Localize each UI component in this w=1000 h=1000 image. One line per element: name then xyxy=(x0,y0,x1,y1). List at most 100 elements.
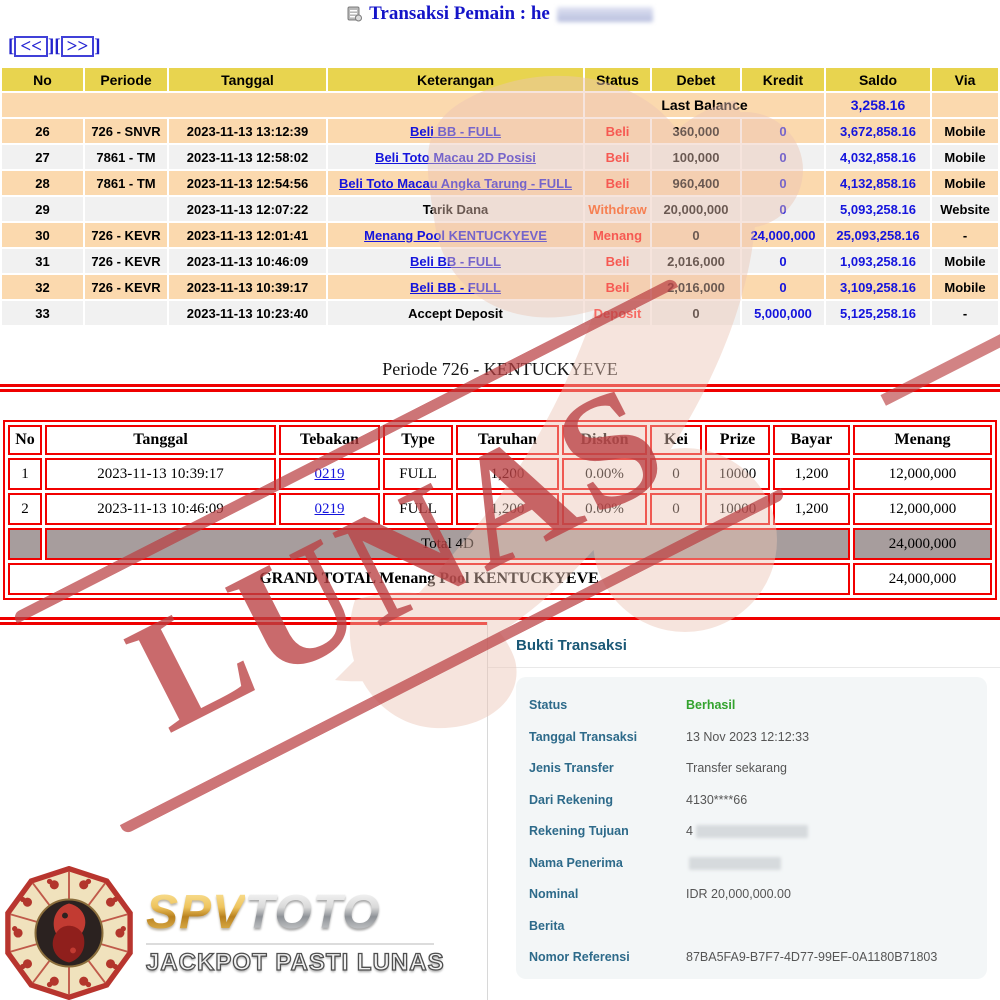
receipt-row: Berita xyxy=(529,919,987,951)
cell-tanggal: 2023-11-13 10:39:17 xyxy=(45,458,276,490)
receipt-row: Jenis Transfer Transfer sekarang xyxy=(529,761,987,793)
cell-no: 27 xyxy=(2,145,83,169)
cell-tanggal: 2023-11-13 10:46:09 xyxy=(45,493,276,525)
receipt-value xyxy=(686,856,781,870)
column-header: Saldo xyxy=(826,68,930,91)
cell-tanggal: 2023-11-13 12:54:56 xyxy=(169,171,326,195)
receipt-value: 87BA5FA9-B7F7-4D77-99EF-0A1180B71803 xyxy=(686,950,938,964)
brand-name-gold: SPV xyxy=(146,886,246,939)
cell-bayar: 1,200 xyxy=(773,493,850,525)
column-header: Taruhan xyxy=(456,425,559,455)
periode-heading: Periode 726 - KENTUCKYEVE xyxy=(382,359,618,379)
cell-keterangan: Menang Pool KENTUCKYEVE xyxy=(328,223,583,247)
bets-body: 1 2023-11-13 10:39:17 0219 FULL 1,200 0.00% 0 1… xyxy=(8,458,992,525)
cell-kredit: 0 xyxy=(742,275,824,299)
cell-saldo: 1,093,258.16 xyxy=(826,249,930,273)
cell-kredit: 0 xyxy=(742,119,824,143)
total-4d-spacer xyxy=(8,528,42,560)
cell-tanggal: 2023-11-13 10:23:40 xyxy=(169,301,326,325)
cell-kredit: 5,000,000 xyxy=(742,301,824,325)
receipt-value: Berhasil xyxy=(686,698,736,712)
cell-menang: 12,000,000 xyxy=(853,493,992,525)
cell-tanggal: 2023-11-13 12:07:22 xyxy=(169,197,326,221)
bet-row: 1 2023-11-13 10:39:17 0219 FULL 1,200 0.00% 0 1… xyxy=(8,458,992,490)
receipt-label: Rekening Tujuan xyxy=(529,824,629,838)
cell-kredit: 0 xyxy=(742,197,824,221)
tebakan-link[interactable]: 0219 xyxy=(314,465,345,482)
receipt-row: Nominal IDR 20,000,000.00 xyxy=(529,887,987,919)
cell-tanggal: 2023-11-13 10:39:17 xyxy=(169,275,326,299)
cell-via: Mobile xyxy=(932,119,998,143)
cell-keterangan: Beli BB - FULL xyxy=(328,275,583,299)
cell-periode xyxy=(85,197,167,221)
cell-periode: 726 - KEVR xyxy=(85,249,167,273)
column-header: Prize xyxy=(705,425,770,455)
total-4d-row: Total 4D 24,000,000 xyxy=(8,528,992,560)
cell-debet: 0 xyxy=(652,301,740,325)
page-title-text: Transaksi Pemain : he xyxy=(369,3,550,24)
keterangan-link[interactable]: Beli Toto Macau Angka Tarung - FULL xyxy=(338,175,573,191)
brand-name-silver: TOTO xyxy=(245,886,381,939)
cell-saldo: 3,672,858.16 xyxy=(826,119,930,143)
cell-keterangan: Tarik Dana xyxy=(328,197,583,221)
keterangan-link[interactable]: Beli BB - FULL xyxy=(410,123,501,139)
column-header: Periode xyxy=(85,68,167,91)
cell-saldo: 25,093,258.16 xyxy=(826,223,930,247)
cell-periode: 7861 - TM xyxy=(85,145,167,169)
keterangan-link[interactable]: Menang Pool KENTUCKYEVE xyxy=(364,227,547,243)
cell-kredit: 24,000,000 xyxy=(742,223,824,247)
last-balance-value: 3,258.16 xyxy=(826,93,930,117)
cell-diskon: 0.00% xyxy=(562,458,647,490)
redacted-player-name xyxy=(556,6,653,22)
cell-no: 30 xyxy=(2,223,83,247)
last-balance-via-spacer xyxy=(932,93,998,117)
cell-prize: 10000 xyxy=(705,458,770,490)
cell-no: 29 xyxy=(2,197,83,221)
cell-diskon: 0.00% xyxy=(562,493,647,525)
cell-saldo: 5,125,258.16 xyxy=(826,301,930,325)
receipt-label: Nama Penerima xyxy=(529,855,623,870)
next-page-button[interactable]: >> xyxy=(60,36,95,57)
cell-menang: 12,000,000 xyxy=(853,458,992,490)
bets-header-row: No Tanggal Tebakan Type Taruhan Diskon Kei Priz… xyxy=(8,425,992,455)
keterangan-link[interactable]: Beli BB - FULL xyxy=(410,279,501,295)
column-header: No xyxy=(2,68,83,91)
cell-tanggal: 2023-11-13 10:46:09 xyxy=(169,249,326,273)
zodiac-badge-icon xyxy=(5,866,133,1000)
column-header: Bayar xyxy=(773,425,850,455)
cell-keterangan: Beli Toto Macau 2D Posisi xyxy=(328,145,583,169)
cell-status: Beli xyxy=(585,145,650,169)
cell-saldo: 5,093,258.16 xyxy=(826,197,930,221)
brand-logo: SPVTOTO JACKPOT PASTI LUNAS xyxy=(2,866,445,1000)
receipt-row: Nomor Referensi 87BA5FA9-B7F7-4D77-99EF-0… xyxy=(529,950,987,982)
cell-taruhan: 1,200 xyxy=(456,458,559,490)
column-header: Diskon xyxy=(562,425,647,455)
cell-kredit: 0 xyxy=(742,171,824,195)
receipt-row: Tanggal Transaksi 13 Nov 2023 12:12:33 xyxy=(529,730,987,762)
cell-no: 33 xyxy=(2,301,83,325)
cell-taruhan: 1,200 xyxy=(456,493,559,525)
receipt-row: Rekening Tujuan 4 xyxy=(529,824,987,856)
cell-kei: 0 xyxy=(650,493,702,525)
brand-divider-line xyxy=(146,943,434,945)
cell-via: Mobile xyxy=(932,145,998,169)
cell-debet: 20,000,000 xyxy=(652,197,740,221)
cell-no: 31 xyxy=(2,249,83,273)
prev-page-button[interactable]: << xyxy=(14,36,48,57)
receipt-label: Nomor Referensi xyxy=(529,950,630,964)
brand-text-block: SPVTOTO JACKPOT PASTI LUNAS xyxy=(145,886,445,977)
cell-no: 28 xyxy=(2,171,83,195)
cell-keterangan: Beli Toto Macau Angka Tarung - FULL xyxy=(328,171,583,195)
receipt-value: 4130****66 xyxy=(686,792,748,807)
column-header: Debet xyxy=(652,68,740,91)
transaction-row: 30 726 - KEVR 2023-11-13 12:01:41 Menang Po… xyxy=(2,223,998,247)
cell-via: Mobile xyxy=(932,171,998,195)
tebakan-link[interactable]: 0219 xyxy=(314,500,345,517)
page-title: Transaksi Pemain : he xyxy=(0,3,1000,25)
last-balance-label: Last Balance xyxy=(585,93,824,117)
keterangan-link[interactable]: Beli Toto Macau 2D Posisi xyxy=(375,149,536,165)
transaction-row: 33 2023-11-13 10:23:40 Accept Deposit Depos… xyxy=(2,301,998,325)
keterangan-link[interactable]: Beli BB - FULL xyxy=(410,253,501,269)
receipt-row: Dari Rekening 4130****66 xyxy=(529,793,987,825)
cell-kredit: 0 xyxy=(742,249,824,273)
